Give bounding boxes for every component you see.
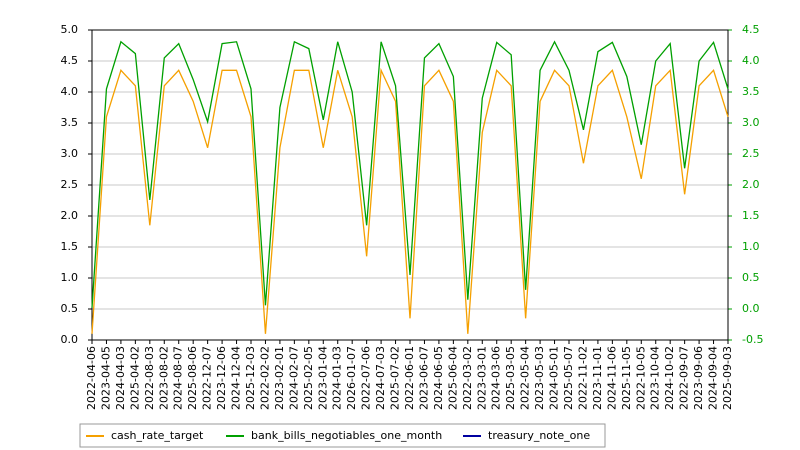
x-tick-label: 2025-11-05 <box>620 346 633 410</box>
x-tick-label: 2023-01-04 <box>316 346 329 410</box>
y-tick-label: 0.5 <box>61 302 79 315</box>
x-tick-label: 2024-12-04 <box>230 346 243 410</box>
y2-tick-label: 4.5 <box>742 23 760 36</box>
x-tick-label: 2022-07-06 <box>360 346 373 410</box>
legend-label: bank_bills_negotiables_one_month <box>251 429 442 442</box>
y-tick-label: 3.0 <box>61 147 79 160</box>
y2-tick-label: 2.5 <box>742 147 760 160</box>
x-tick-label: 2022-04-06 <box>85 346 98 410</box>
x-tick-label: 2023-06-07 <box>417 346 430 410</box>
y-tick-label: 2.5 <box>61 178 79 191</box>
x-tick-label: 2025-12-03 <box>244 346 257 410</box>
x-tick-label: 2025-05-07 <box>562 346 575 410</box>
x-tick-label: 2023-03-01 <box>475 346 488 410</box>
y2-tick-label: 1.5 <box>742 209 760 222</box>
legend-box <box>79 423 606 448</box>
legend-label: treasury_note_one <box>488 429 590 442</box>
x-tick-label: 2024-11-06 <box>605 346 618 410</box>
x-tick-label: 2024-09-04 <box>707 346 720 410</box>
x-tick-label: 2025-02-05 <box>302 346 315 410</box>
x-tick-label: 2023-04-05 <box>99 346 112 410</box>
x-tick-label: 2024-04-03 <box>114 346 127 410</box>
x-tick-label: 2022-05-04 <box>519 346 532 410</box>
x-tick-label: 2022-03-02 <box>461 346 474 410</box>
x-tick-label: 2022-08-03 <box>143 346 156 410</box>
x-tick-label: 2023-02-01 <box>273 346 286 410</box>
x-tick-label: 2024-08-07 <box>172 346 185 410</box>
x-tick-label: 2026-01-07 <box>345 346 358 410</box>
x-tick-label: 2023-09-06 <box>692 346 705 410</box>
x-tick-label: 2022-10-05 <box>634 346 647 410</box>
x-tick-label: 2024-07-03 <box>374 346 387 410</box>
x-tick-label: 2025-06-04 <box>446 346 459 410</box>
x-tick-label: 2025-04-02 <box>128 346 141 410</box>
y-tick-label: 5.0 <box>61 23 79 36</box>
x-tick-label: 2025-08-06 <box>186 346 199 410</box>
x-tick-label: 2022-11-02 <box>576 346 589 410</box>
y2-tick-label: 1.0 <box>742 240 760 253</box>
x-tick-label: 2024-01-03 <box>331 346 344 410</box>
y2-tick-label: 4.0 <box>742 54 760 67</box>
y-tick-label: 1.5 <box>61 240 79 253</box>
series-line <box>91 67 729 334</box>
y2-tick-label: 3.0 <box>742 116 760 129</box>
x-tick-label: 2022-09-07 <box>678 346 691 410</box>
x-tick-label: 2024-06-05 <box>432 346 445 410</box>
x-tick-label: 2024-03-06 <box>490 346 503 410</box>
x-tick-label: 2023-11-01 <box>591 346 604 410</box>
y-tick-label: 0.0 <box>61 333 79 346</box>
x-tick-label: 2023-05-03 <box>533 346 546 410</box>
x-tick-label: 2023-12-06 <box>215 346 228 410</box>
y-tick-label: 1.0 <box>61 271 79 284</box>
y-tick-label: 4.5 <box>61 54 79 67</box>
y-tick-label: 4.0 <box>61 85 79 98</box>
y-tick-label: 3.5 <box>61 116 79 129</box>
x-tick-label: 2024-05-01 <box>548 346 561 410</box>
y2-tick-label: 3.5 <box>742 85 760 98</box>
x-tick-label: 2024-10-02 <box>663 346 676 410</box>
x-tick-label: 2022-02-02 <box>258 346 271 410</box>
x-tick-label: 2023-10-04 <box>649 346 662 410</box>
series-line <box>91 40 729 308</box>
x-tick-label: 2025-09-03 <box>721 346 734 410</box>
x-tick-label: 2022-12-07 <box>201 346 214 410</box>
y2-tick-label: 0.5 <box>742 271 760 284</box>
x-tick-label: 2022-06-01 <box>403 346 416 410</box>
x-tick-label: 2024-02-07 <box>287 346 300 410</box>
y2-tick-label: 0.0 <box>742 302 760 315</box>
legend-label: cash_rate_target <box>111 429 204 442</box>
y2-tick-label: 2.0 <box>742 178 760 191</box>
y-tick-label: 2.0 <box>61 209 79 222</box>
x-tick-label: 2023-08-02 <box>157 346 170 410</box>
x-tick-label: 2025-03-05 <box>504 346 517 410</box>
x-tick-label: 2025-07-02 <box>389 346 402 410</box>
y2-tick-label: -0.5 <box>742 333 763 346</box>
